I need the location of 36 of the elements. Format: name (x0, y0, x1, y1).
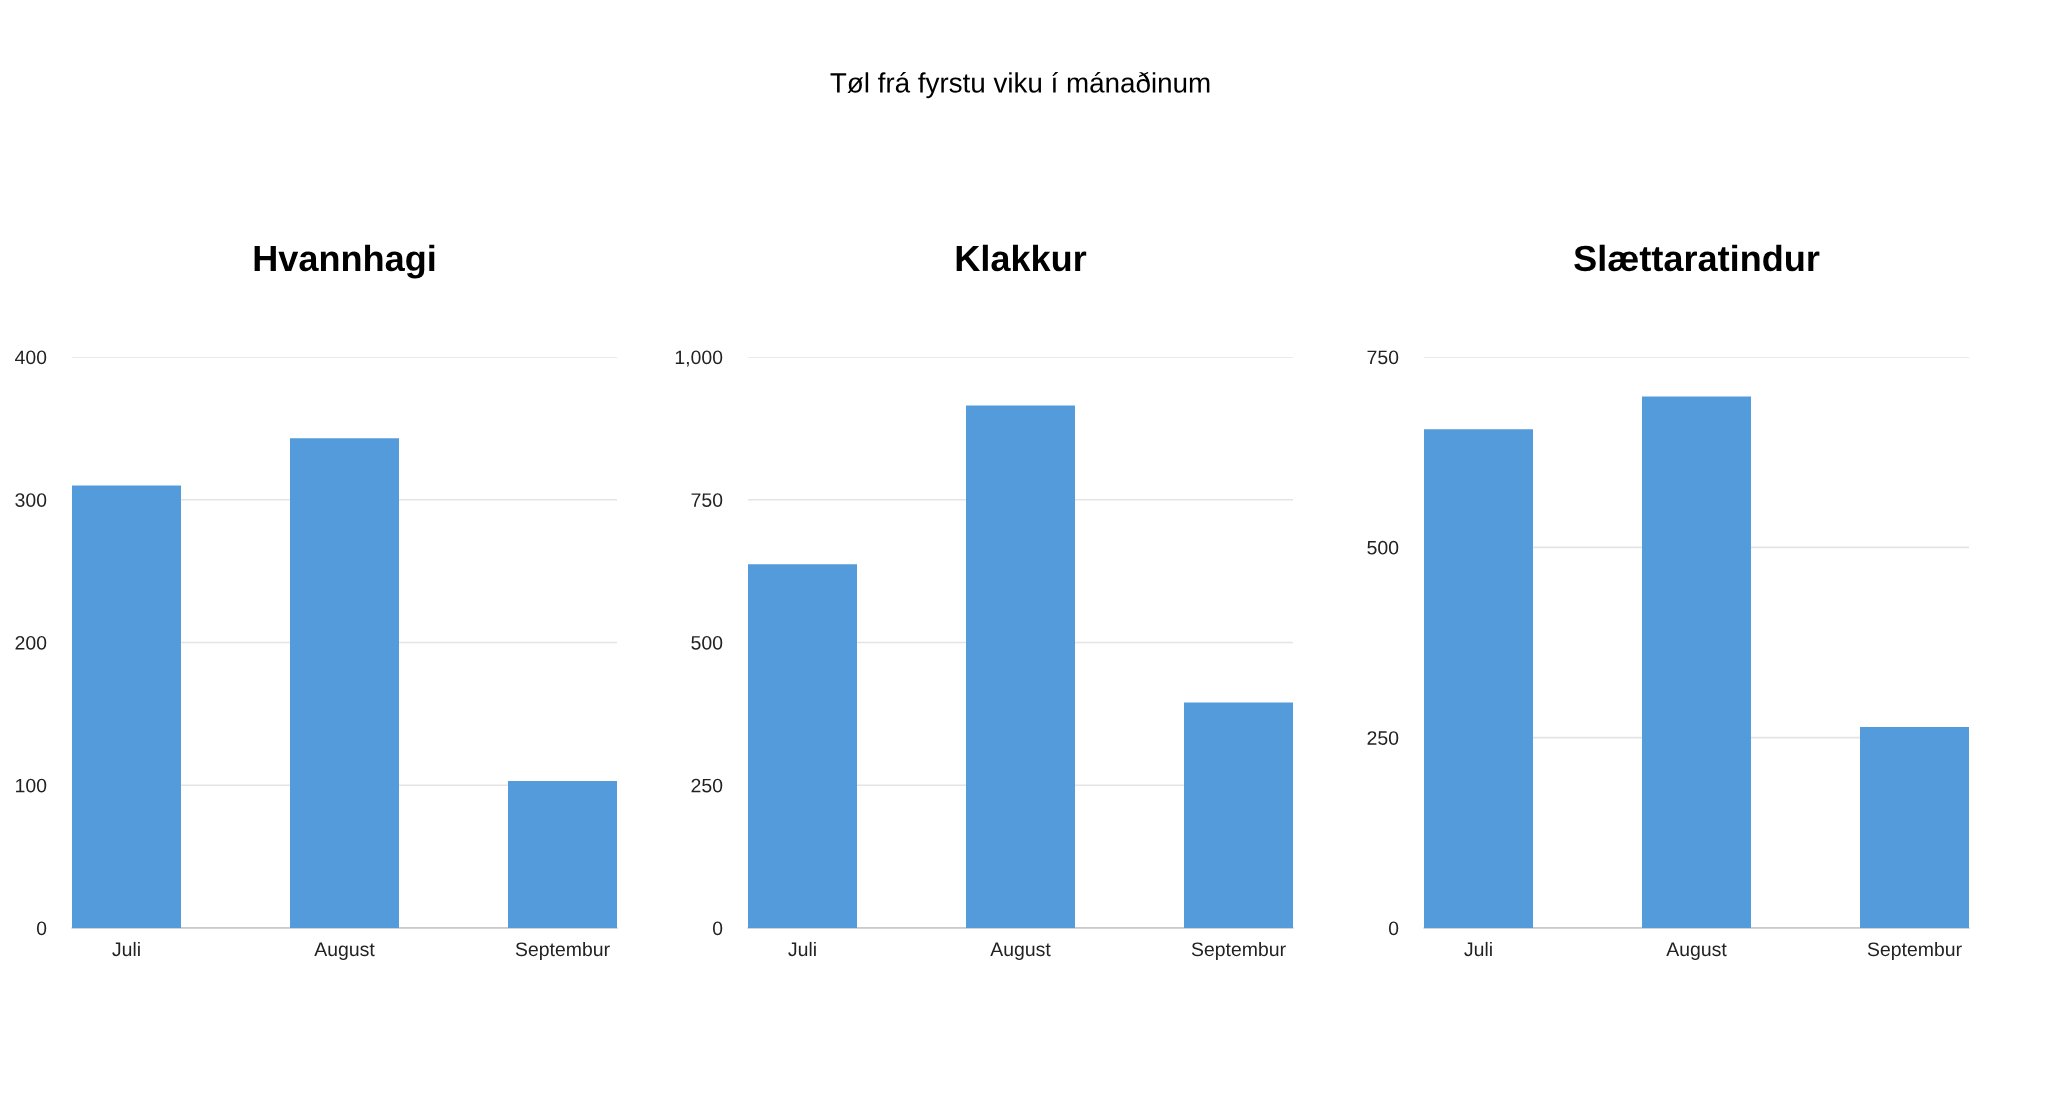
bar (1424, 429, 1533, 928)
bar (290, 438, 399, 928)
x-tick-label: August (990, 942, 1051, 961)
x-tick-label: August (314, 942, 375, 961)
chart-title: Klakkur (956, 244, 1087, 272)
bar (508, 780, 617, 928)
x-tick-label: Juli (1464, 941, 1492, 957)
y-tick-label: 400 (15, 350, 47, 365)
y-tick-label: 0 (36, 921, 47, 936)
y-tick-label: 750 (1367, 350, 1399, 365)
chart-title: Slættaratindur (1574, 244, 1820, 272)
y-tick-label: 200 (15, 635, 47, 650)
x-tick-label: Juli (112, 941, 140, 957)
y-tick-label: 300 (15, 493, 47, 507)
y-tick-label: 750 (691, 493, 723, 507)
bar (1184, 702, 1293, 928)
bar (72, 485, 181, 928)
bar (748, 564, 857, 928)
y-tick-label: 100 (16, 778, 47, 793)
x-tick-label: Septembur (515, 941, 610, 961)
x-tick-label: Juli (788, 941, 816, 957)
y-tick-label: 500 (1367, 540, 1399, 555)
bar (966, 405, 1075, 928)
bar (1860, 727, 1969, 928)
y-tick-label: 500 (691, 635, 723, 650)
y-tick-label: 0 (1388, 921, 1399, 936)
y-tick-label: 250 (1367, 731, 1399, 745)
text: Tøl frá fyrstu viku í mánaðinum (830, 71, 1210, 99)
y-tick-label: 0 (712, 921, 723, 936)
x-tick-label: Septembur (1867, 941, 1962, 961)
x-tick-label: August (1666, 942, 1727, 961)
y-tick-label: 1,000 (675, 350, 723, 367)
chart-title: Hvannhagi (254, 244, 435, 279)
y-tick-label: 250 (691, 778, 723, 793)
bar (1642, 396, 1751, 928)
x-tick-label: Septembur (1191, 941, 1286, 961)
